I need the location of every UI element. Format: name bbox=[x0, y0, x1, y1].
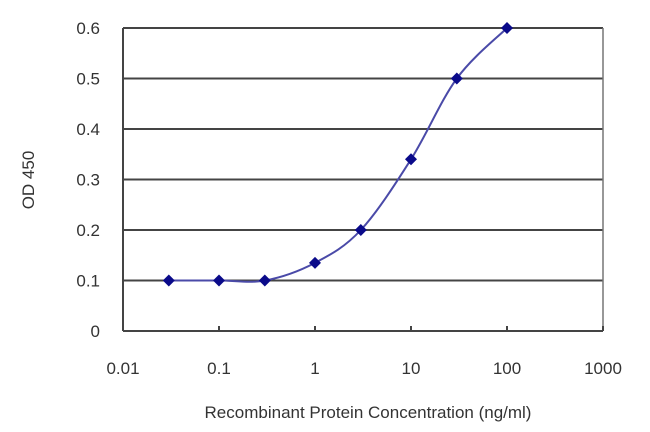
data-point-diamond bbox=[309, 256, 321, 269]
x-axis-title: Recombinant Protein Concentration (ng/ml… bbox=[205, 403, 532, 422]
data-point-diamond bbox=[405, 153, 417, 166]
x-axis-tick-labels: 0.01 0.1 1 10 100 1000 bbox=[106, 359, 621, 378]
data-point-diamond bbox=[213, 274, 225, 287]
data-point-diamond bbox=[450, 72, 463, 85]
data-point-diamond bbox=[354, 224, 367, 236]
y-tick-label: 0 bbox=[91, 322, 100, 341]
x-tick-label: 100 bbox=[493, 359, 521, 378]
y-tick-label: 0.1 bbox=[76, 272, 100, 291]
y-axis-title: OD 450 bbox=[19, 151, 38, 210]
x-tick-label: 10 bbox=[402, 359, 421, 378]
y-axis-tick-labels: 0 0.1 0.2 0.3 0.4 0.5 0.6 bbox=[76, 19, 100, 341]
plot-frame bbox=[122, 28, 604, 332]
horizontal-gridlines bbox=[123, 27, 603, 282]
x-axis-ticks bbox=[122, 326, 604, 331]
series-line bbox=[168, 27, 508, 283]
y-tick-label: 0.5 bbox=[76, 70, 100, 89]
data-point-diamond bbox=[501, 22, 513, 34]
x-tick-label: 0.01 bbox=[106, 359, 139, 378]
x-tick-label: 0.1 bbox=[207, 359, 231, 378]
data-point-diamond bbox=[258, 274, 271, 287]
x-tick-label: 1 bbox=[310, 359, 319, 378]
data-point-diamond bbox=[162, 274, 175, 287]
y-tick-label: 0.3 bbox=[76, 171, 100, 190]
y-tick-label: 0.4 bbox=[76, 120, 100, 139]
y-tick-label: 0.2 bbox=[76, 221, 100, 240]
x-tick-label: 1000 bbox=[584, 359, 622, 378]
y-tick-label: 0.6 bbox=[76, 19, 100, 38]
data-series bbox=[162, 22, 513, 287]
